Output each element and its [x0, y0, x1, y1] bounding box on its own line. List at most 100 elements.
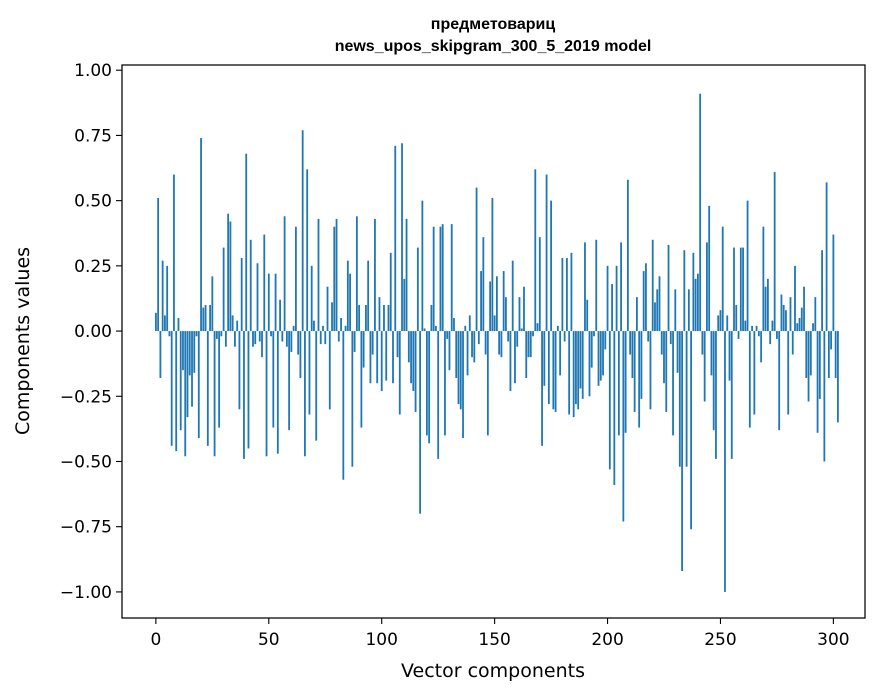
- bar: [331, 302, 333, 332]
- bar: [247, 331, 250, 449]
- bar: [791, 331, 794, 355]
- bar: [687, 289, 690, 332]
- bar: [371, 331, 374, 355]
- bar: [279, 299, 281, 332]
- bar: [710, 331, 713, 376]
- bar: [669, 331, 672, 345]
- y-tick-label: −0.50: [60, 452, 112, 472]
- bar: [654, 302, 656, 332]
- bar: [726, 315, 729, 332]
- bar: [615, 265, 618, 332]
- bar: [832, 234, 835, 332]
- bar: [267, 273, 270, 332]
- bar: [613, 331, 616, 485]
- bar: [586, 299, 589, 332]
- bar: [319, 331, 322, 345]
- bar: [432, 226, 435, 332]
- bar: [527, 331, 530, 358]
- bar: [672, 331, 674, 436]
- bar: [638, 331, 641, 428]
- bar: [444, 331, 446, 436]
- bar: [346, 260, 349, 332]
- bar: [475, 187, 478, 332]
- bar: [317, 218, 320, 332]
- bar: [667, 244, 670, 332]
- bar: [538, 237, 541, 332]
- bar: [473, 331, 476, 363]
- bar: [369, 331, 372, 384]
- chart-title-line2: news_upos_skipgram_300_5_2019 model: [335, 38, 652, 55]
- bar: [760, 331, 763, 363]
- bar: [692, 252, 695, 332]
- bar: [656, 289, 659, 332]
- bar: [448, 331, 451, 371]
- bar: [746, 200, 749, 332]
- bar: [532, 331, 534, 337]
- bar: [376, 331, 379, 384]
- bar: [561, 258, 564, 332]
- bar: [421, 200, 424, 332]
- bar: [769, 331, 772, 345]
- bar: [482, 237, 485, 332]
- y-tick-label: −1.00: [60, 583, 112, 603]
- bar: [550, 200, 552, 332]
- bar: [383, 304, 385, 332]
- bar: [161, 260, 164, 332]
- bar: [206, 331, 209, 446]
- bar: [683, 250, 686, 332]
- bar: [529, 331, 532, 358]
- bar: [500, 331, 503, 358]
- bar: [315, 331, 318, 441]
- bar: [766, 278, 769, 332]
- bar: [365, 304, 367, 332]
- bar: [236, 320, 239, 332]
- bar: [520, 328, 523, 332]
- bar: [396, 331, 399, 358]
- x-tick-label: 200: [591, 630, 623, 650]
- bar: [290, 331, 293, 352]
- bar: [742, 247, 744, 332]
- bar: [505, 297, 507, 332]
- bar: [827, 331, 830, 379]
- bar: [394, 145, 397, 332]
- bar: [459, 331, 462, 410]
- bar: [245, 153, 248, 332]
- bar: [344, 325, 347, 332]
- bar: [227, 213, 230, 332]
- bar: [493, 315, 496, 332]
- bar: [446, 331, 449, 339]
- bar: [764, 286, 767, 332]
- bar: [301, 130, 304, 332]
- bar: [665, 331, 668, 412]
- bar: [789, 297, 792, 332]
- bar: [164, 315, 166, 332]
- bar: [389, 252, 392, 332]
- bar: [385, 331, 388, 381]
- bar: [215, 331, 218, 339]
- bar: [306, 169, 309, 332]
- x-tick-label: 100: [365, 630, 397, 650]
- bar: [536, 323, 539, 332]
- bar: [812, 323, 814, 332]
- bar: [477, 331, 480, 345]
- bar: [706, 242, 708, 332]
- bar: [755, 325, 758, 332]
- bar: [435, 325, 437, 332]
- bar: [387, 304, 390, 332]
- bar: [392, 331, 394, 384]
- bar: [204, 304, 207, 332]
- bar: [825, 182, 828, 332]
- bar: [195, 331, 198, 337]
- bar: [518, 297, 521, 332]
- bar: [355, 216, 358, 332]
- bar: [453, 318, 455, 332]
- bar: [468, 315, 471, 332]
- bar: [556, 325, 559, 332]
- bar: [322, 325, 324, 332]
- bar: [191, 331, 193, 407]
- bar: [678, 331, 681, 467]
- bar: [805, 331, 808, 379]
- bar: [170, 331, 173, 446]
- bar: [604, 331, 607, 350]
